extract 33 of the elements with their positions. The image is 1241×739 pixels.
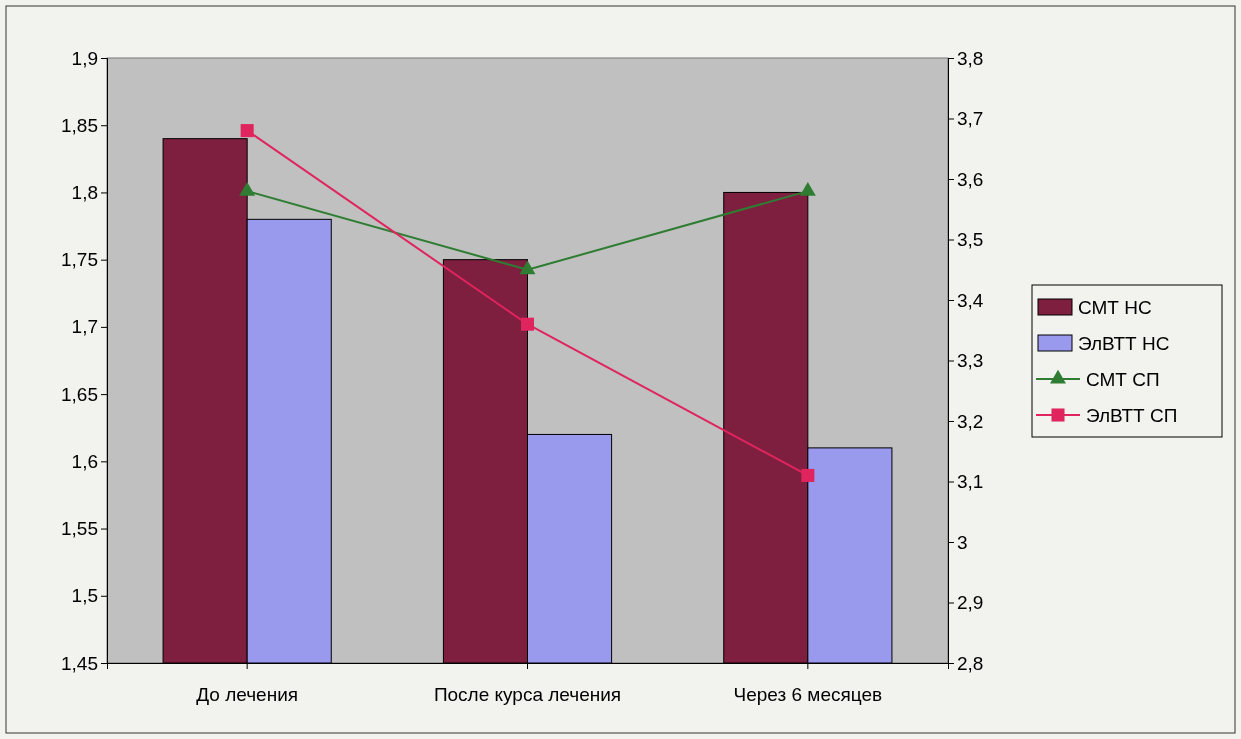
legend-label: ЭлВТТ СП (1086, 405, 1178, 426)
y2-tick-label: 3,2 (957, 410, 984, 432)
x-tick-label: Через 6 месяцев (733, 683, 883, 705)
y2-tick-label: 3,3 (957, 350, 984, 372)
y-tick-label: 1,55 (61, 518, 98, 540)
point (239, 181, 256, 196)
y2-tick-label: 3,6 (957, 168, 984, 190)
y2-tick-label: 2,9 (957, 592, 984, 614)
y-tick-label: 1,9 (71, 47, 98, 69)
y2-tick-label: 3,8 (957, 47, 984, 69)
y2-tick-label: 3,1 (957, 471, 984, 493)
legend-label: СМТ СП (1086, 369, 1160, 390)
y-tick-label: 1,45 (61, 652, 98, 674)
y-tick-label: 1,75 (61, 249, 98, 271)
legend-label: ЭлВТТ НС (1078, 333, 1170, 354)
point (801, 468, 815, 482)
point (519, 260, 536, 275)
y-tick-label: 1,65 (61, 383, 98, 405)
legend-label: СМТ НС (1078, 297, 1152, 318)
y2-tick-label: 3,7 (957, 108, 984, 130)
y-tick-label: 1,8 (71, 182, 98, 204)
x-tick-label: После курса лечения (433, 683, 622, 705)
y2-tick-label: 3 (957, 531, 968, 553)
y-tick-label: 1,85 (61, 114, 98, 136)
y-tick-label: 1,6 (71, 450, 98, 472)
y2-tick-label: 3,4 (957, 289, 984, 311)
point (799, 181, 816, 196)
y-tick-label: 1,5 (71, 585, 98, 607)
y2-tick-label: 2,8 (957, 652, 984, 674)
x-tick-label: До лечения (196, 683, 299, 705)
y2-tick-label: 3,5 (957, 229, 984, 251)
y-tick-label: 1,7 (71, 316, 98, 338)
point (520, 317, 535, 331)
